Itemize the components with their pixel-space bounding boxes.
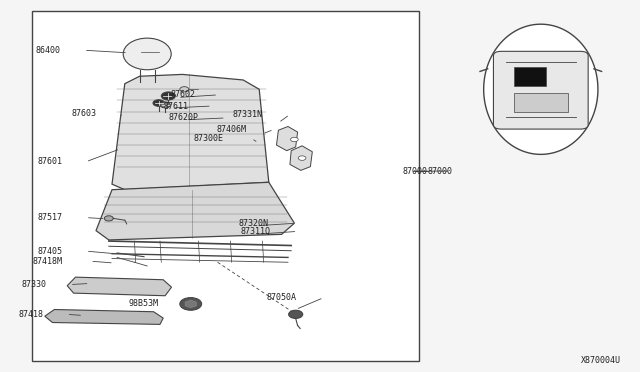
Ellipse shape: [124, 38, 172, 70]
Text: 87311Q: 87311Q: [240, 227, 270, 236]
Text: 87611: 87611: [164, 102, 189, 110]
Text: 87300E: 87300E: [194, 134, 224, 143]
Text: 87330: 87330: [22, 280, 47, 289]
FancyBboxPatch shape: [493, 51, 588, 129]
Polygon shape: [112, 74, 269, 190]
Text: 87406M: 87406M: [216, 125, 246, 134]
Text: 87331N: 87331N: [232, 110, 262, 119]
Text: 87000: 87000: [428, 167, 452, 176]
Text: 98B53M: 98B53M: [129, 299, 159, 308]
Polygon shape: [276, 126, 298, 151]
Circle shape: [298, 156, 306, 160]
Polygon shape: [96, 182, 294, 240]
Circle shape: [180, 298, 202, 310]
Polygon shape: [185, 300, 196, 308]
Text: X870004U: X870004U: [581, 356, 621, 365]
Text: 86400: 86400: [36, 46, 61, 55]
Circle shape: [161, 92, 175, 100]
Circle shape: [104, 216, 113, 221]
Text: 87517: 87517: [38, 213, 63, 222]
Circle shape: [160, 102, 170, 108]
Polygon shape: [67, 277, 172, 296]
Text: 87418M: 87418M: [33, 257, 63, 266]
Circle shape: [180, 87, 189, 92]
Text: 87050A: 87050A: [266, 293, 296, 302]
Text: 87000: 87000: [403, 167, 428, 176]
Text: 87602: 87602: [170, 90, 195, 99]
Polygon shape: [45, 310, 163, 324]
Bar: [514, 93, 568, 112]
Circle shape: [289, 310, 303, 318]
Polygon shape: [290, 146, 312, 170]
Text: 87320N: 87320N: [239, 219, 269, 228]
Text: 87603: 87603: [71, 109, 96, 118]
Bar: [514, 67, 546, 86]
Bar: [32, 11, 419, 361]
Circle shape: [153, 100, 164, 106]
Text: 87418: 87418: [19, 310, 44, 319]
Text: 87601: 87601: [38, 157, 63, 166]
Polygon shape: [484, 24, 598, 154]
Text: 87405: 87405: [38, 247, 63, 256]
Circle shape: [291, 137, 298, 142]
Text: 87620P: 87620P: [168, 113, 198, 122]
